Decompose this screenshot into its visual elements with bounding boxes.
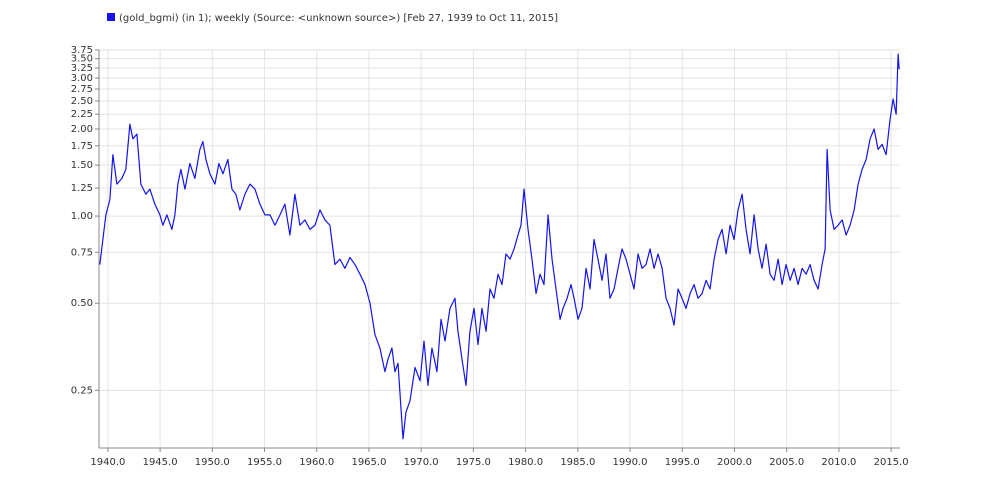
plot-area [99, 50, 900, 448]
y-tick-label: 1.75 [71, 141, 93, 152]
y-tick-label: 1.00 [71, 211, 93, 222]
y-tick-label: 3.00 [71, 73, 93, 84]
legend-swatch [107, 13, 115, 21]
y-tick-label: 0.25 [71, 385, 93, 396]
x-tick-label: 1950.0 [195, 457, 230, 468]
y-tick-label: 2.50 [71, 96, 93, 107]
x-tick-label: 2010.0 [821, 457, 856, 468]
x-tick-label: 1990.0 [613, 457, 648, 468]
x-tick-label: 1985.0 [560, 457, 595, 468]
x-tick-label: 1995.0 [665, 457, 700, 468]
y-tick-label: 0.50 [71, 298, 93, 309]
y-tick-label: 3.75 [71, 45, 93, 56]
x-tick-label: 1960.0 [299, 457, 334, 468]
x-tick-label: 1945.0 [143, 457, 178, 468]
y-tick-label: 2.00 [71, 124, 93, 135]
y-tick-label: 3.50 [71, 54, 93, 65]
x-tick-label: 1975.0 [456, 457, 491, 468]
x-tick-label: 2015.0 [874, 457, 909, 468]
y-tick-label: 2.75 [71, 84, 93, 95]
x-tick-label: 2005.0 [769, 457, 804, 468]
x-tick-label: 1955.0 [247, 457, 282, 468]
x-tick-label: 1940.0 [90, 457, 125, 468]
data-line [99, 53, 900, 440]
x-tick-label: 1980.0 [508, 457, 543, 468]
x-tick-label: 2000.0 [717, 457, 752, 468]
x-tick-label: 1965.0 [351, 457, 386, 468]
y-tick-label: 3.25 [71, 63, 93, 74]
y-tick-label: 0.75 [71, 247, 93, 258]
y-tick-label: 2.25 [71, 109, 93, 120]
x-tick-label: 1970.0 [404, 457, 439, 468]
y-tick-label: 1.50 [71, 160, 93, 171]
legend-label: (gold_bgmi) (in 1); weekly (Source: <unk… [119, 13, 558, 24]
y-tick-label: 1.25 [71, 183, 93, 194]
